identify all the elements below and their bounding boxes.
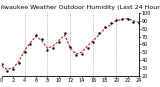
- Text: Milwaukee Weather Outdoor Humidity (Last 24 Hours): Milwaukee Weather Outdoor Humidity (Last…: [0, 5, 160, 10]
